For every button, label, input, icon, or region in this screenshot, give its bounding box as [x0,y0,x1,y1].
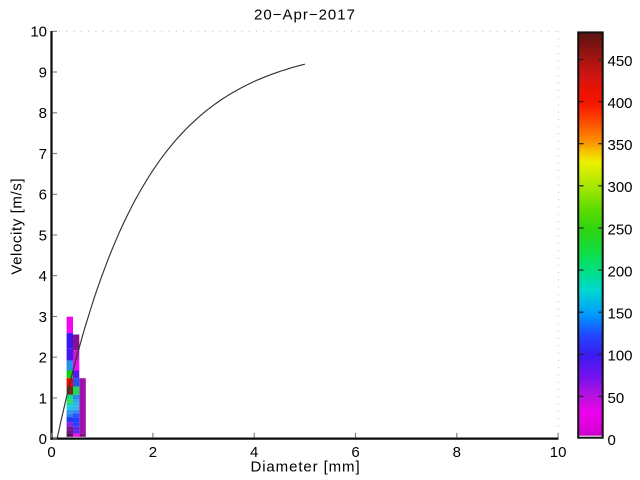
svg-text:5: 5 [39,227,47,244]
svg-text:0: 0 [39,431,47,448]
svg-text:350: 350 [608,137,633,154]
svg-text:Velocity [m/s]: Velocity [m/s] [8,178,25,275]
svg-text:200: 200 [608,264,633,281]
svg-text:10: 10 [30,24,47,41]
svg-text:Diameter [mm]: Diameter [mm] [250,459,360,476]
svg-text:20−Apr−2017: 20−Apr−2017 [254,7,356,24]
svg-text:1: 1 [39,390,47,407]
svg-text:8: 8 [453,444,461,461]
svg-text:450: 450 [608,53,633,70]
svg-text:8: 8 [39,105,47,122]
svg-text:4: 4 [250,444,258,461]
svg-text:10: 10 [550,444,567,461]
svg-text:4: 4 [39,268,47,285]
svg-text:6: 6 [39,187,47,204]
svg-text:9: 9 [39,64,47,81]
svg-text:250: 250 [608,221,633,238]
svg-text:3: 3 [39,309,47,326]
svg-text:0: 0 [47,444,55,461]
svg-text:300: 300 [608,179,633,196]
svg-text:400: 400 [608,95,633,112]
svg-text:50: 50 [608,390,625,407]
svg-text:150: 150 [608,306,633,323]
svg-text:2: 2 [149,444,157,461]
svg-text:100: 100 [608,348,633,365]
svg-text:0: 0 [608,432,616,449]
svg-text:7: 7 [39,146,47,163]
svg-text:2: 2 [39,350,47,367]
svg-text:6: 6 [351,444,359,461]
